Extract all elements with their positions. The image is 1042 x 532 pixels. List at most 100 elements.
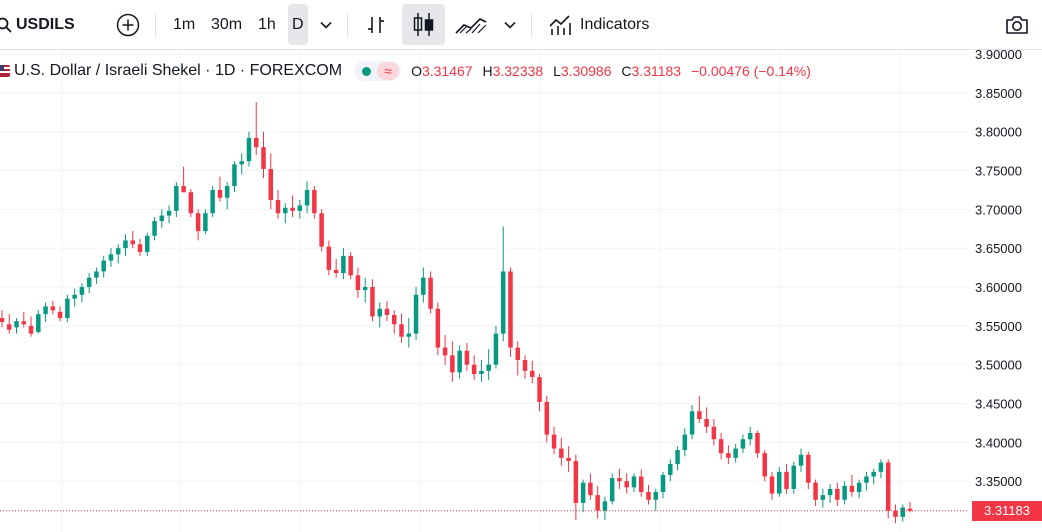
chart-grid [0, 50, 968, 532]
candle-body [835, 488, 840, 500]
candle-body [711, 426, 717, 440]
candle-body [617, 478, 622, 482]
candle-body [304, 189, 310, 206]
open-key: O [411, 63, 422, 79]
indicators-button[interactable]: Indicators [548, 0, 649, 50]
candle-body [675, 450, 680, 465]
candle-body [827, 488, 833, 496]
camera-icon [1006, 16, 1028, 34]
candle-body [210, 189, 215, 214]
candle-body [653, 492, 659, 500]
candle-body [769, 476, 775, 494]
candle-body [718, 439, 724, 454]
candle-body [522, 360, 528, 371]
candle-body [624, 481, 629, 488]
candle-body [479, 370, 484, 374]
area-chart-type-button[interactable] [453, 12, 489, 38]
price-tick-label: 3.70000 [975, 202, 1022, 217]
wave-icon: ≈ [377, 62, 400, 80]
candle-body [646, 492, 651, 500]
candle-body [181, 186, 186, 193]
candle-body [123, 240, 128, 249]
candle-body [14, 321, 19, 328]
candle-body [377, 308, 382, 317]
symbol-search[interactable]: USDILS [0, 0, 75, 50]
low-key: L [553, 63, 561, 79]
candle-body [733, 448, 738, 458]
low-value: 3.30986 [560, 63, 612, 79]
candlestick-series [0, 102, 968, 524]
compare-symbol-button[interactable] [115, 12, 141, 38]
candle-body [849, 485, 855, 493]
candle-body [500, 271, 506, 334]
candle-body [130, 240, 136, 245]
candle-body [108, 254, 114, 261]
toolbar-divider [155, 12, 156, 38]
candle-body [159, 215, 165, 221]
candle-body [559, 448, 564, 458]
candle-body [268, 168, 274, 201]
candle-body [333, 269, 339, 274]
market-status-pill[interactable]: ≈ [354, 61, 402, 81]
candle-body [166, 210, 172, 216]
candle-body [28, 325, 34, 334]
price-tick-label: 3.45000 [975, 397, 1022, 412]
price-tick-label: 3.35000 [975, 474, 1022, 489]
candle-body [7, 324, 12, 330]
chevron-down-icon [504, 21, 516, 29]
candle-body [115, 248, 121, 255]
chevron-down-icon [320, 21, 332, 29]
candle-body [36, 314, 41, 333]
snapshot-button[interactable] [1003, 12, 1031, 38]
chart-title[interactable]: U.S. Dollar / Israeli Shekel · 1D · FORE… [14, 62, 343, 79]
candle-body [450, 355, 455, 373]
timeframe-1h[interactable]: 1h [258, 16, 276, 33]
candle-body [697, 411, 702, 420]
candle-body [530, 370, 535, 378]
candles-chart-type-button[interactable] [402, 4, 445, 45]
candle-body [609, 478, 615, 502]
price-tick-label: 3.85000 [975, 86, 1022, 101]
timeframe-1m[interactable]: 1m [173, 16, 196, 33]
price-axis[interactable]: 3.90000 3.85000 3.80000 3.75000 3.70000 3.650… [975, 50, 1022, 489]
candle-body [907, 508, 913, 511]
candle-body [253, 137, 259, 148]
candle-body [435, 308, 441, 348]
price-chart[interactable]: 3.90000 3.85000 3.80000 3.75000 3.70000 3.650… [0, 50, 1042, 532]
candle-body [246, 137, 252, 162]
indicators-label: Indicators [580, 16, 650, 33]
bar-chart-type-button[interactable] [363, 12, 389, 38]
candle-body [762, 453, 767, 477]
candle-body [152, 220, 157, 236]
candle-body [232, 164, 237, 187]
timeframe-30m[interactable]: 30m [211, 16, 243, 33]
candle-body [362, 287, 368, 291]
candle-body [384, 308, 390, 315]
candle-body [145, 235, 150, 253]
candle-body [50, 306, 56, 311]
candle-body [406, 333, 412, 337]
candle-body [188, 192, 194, 214]
toolbar-divider [531, 12, 532, 38]
candle-body [791, 465, 797, 489]
candle-body [319, 213, 324, 247]
market-open-dot [362, 66, 372, 76]
open-value: 3.31467 [421, 63, 473, 79]
candle-body [348, 255, 353, 276]
candle-body [638, 476, 644, 493]
candle-body [820, 495, 826, 500]
candle-body [689, 411, 695, 435]
candle-body [101, 260, 106, 272]
timeframe-d[interactable]: D [288, 4, 308, 45]
candle-body [57, 311, 63, 319]
candle-body [421, 277, 426, 295]
top-toolbar: USDILS 1m 30m 1h D [0, 0, 1042, 50]
timeframe-dropdown-button[interactable] [318, 17, 334, 33]
chart-type-dropdown-button[interactable] [502, 17, 518, 33]
candle-body [0, 318, 5, 322]
high-value: 3.32338 [492, 63, 544, 79]
plus-circle-icon [116, 13, 140, 37]
candle-body [471, 364, 477, 374]
ohlc-values: O3.31467 H3.32338 L3.30986 C3.31183 −0.0… [411, 63, 817, 79]
candle-body [457, 350, 462, 373]
